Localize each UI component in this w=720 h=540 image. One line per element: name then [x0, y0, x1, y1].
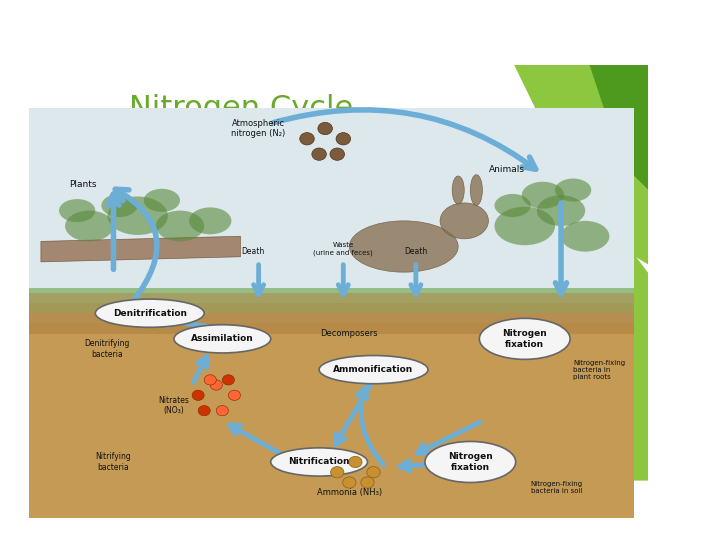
Circle shape — [222, 375, 235, 385]
Text: Decomposers: Decomposers — [320, 329, 378, 338]
Circle shape — [330, 148, 344, 160]
Ellipse shape — [95, 299, 204, 327]
Bar — [29, 293, 634, 323]
Circle shape — [204, 375, 216, 385]
Circle shape — [318, 123, 333, 134]
Ellipse shape — [425, 442, 516, 483]
Polygon shape — [623, 239, 648, 481]
Text: Ammonification: Ammonification — [333, 365, 414, 374]
Ellipse shape — [452, 176, 464, 204]
Polygon shape — [514, 65, 648, 265]
Ellipse shape — [107, 197, 168, 235]
Text: Animals: Animals — [489, 165, 525, 174]
Circle shape — [330, 467, 344, 478]
Text: Denitrifying
bacteria: Denitrifying bacteria — [85, 340, 130, 359]
Ellipse shape — [189, 207, 231, 234]
Ellipse shape — [65, 211, 114, 241]
Text: Nitrifying
bacteria: Nitrifying bacteria — [96, 453, 131, 471]
Text: Nitrogen-fixing
bacteria in soil: Nitrogen-fixing bacteria in soil — [531, 481, 583, 494]
Ellipse shape — [555, 179, 591, 201]
Ellipse shape — [480, 319, 570, 360]
Text: Waste
(urine and feces): Waste (urine and feces) — [313, 242, 373, 256]
Ellipse shape — [495, 207, 555, 245]
Circle shape — [361, 477, 374, 488]
Ellipse shape — [59, 199, 95, 222]
Circle shape — [228, 390, 240, 401]
Text: Nitrogen Cycle: Nitrogen Cycle — [129, 94, 354, 123]
Text: Nitrogen-fixing
bacteria in
plant roots: Nitrogen-fixing bacteria in plant roots — [573, 360, 625, 380]
Circle shape — [210, 380, 222, 390]
Bar — [29, 287, 634, 313]
Circle shape — [216, 406, 228, 416]
Circle shape — [348, 456, 362, 468]
Ellipse shape — [156, 211, 204, 241]
Ellipse shape — [349, 221, 458, 272]
Ellipse shape — [174, 325, 271, 353]
Polygon shape — [41, 237, 240, 262]
Text: Nitrogen
fixation: Nitrogen fixation — [448, 453, 492, 471]
Circle shape — [192, 390, 204, 401]
Text: Assimilation: Assimilation — [191, 334, 253, 343]
Ellipse shape — [495, 194, 531, 217]
Circle shape — [343, 477, 356, 488]
Bar — [29, 293, 634, 334]
Ellipse shape — [522, 182, 564, 208]
Bar — [29, 303, 634, 518]
Text: Atmospheric
nitrogen (N₂): Atmospheric nitrogen (N₂) — [232, 119, 286, 138]
Text: Nitrification: Nitrification — [288, 457, 350, 467]
Circle shape — [198, 406, 210, 416]
Bar — [29, 108, 634, 323]
Text: Nitrates
(NO₃): Nitrates (NO₃) — [158, 396, 189, 415]
Text: Ammonia (NH₃): Ammonia (NH₃) — [317, 488, 382, 497]
Ellipse shape — [271, 448, 367, 476]
Circle shape — [312, 148, 326, 160]
Text: Plants: Plants — [70, 180, 97, 190]
Ellipse shape — [319, 355, 428, 384]
Text: Death: Death — [241, 247, 264, 256]
Ellipse shape — [102, 194, 138, 217]
Text: Nitrogen
fixation: Nitrogen fixation — [503, 329, 547, 348]
Circle shape — [367, 467, 380, 478]
Text: Death: Death — [404, 247, 428, 256]
Ellipse shape — [470, 175, 482, 206]
Text: Denitrification: Denitrification — [113, 309, 186, 318]
Ellipse shape — [561, 221, 609, 252]
Ellipse shape — [440, 203, 488, 239]
Ellipse shape — [537, 195, 585, 226]
Polygon shape — [590, 65, 648, 190]
Ellipse shape — [144, 189, 180, 212]
Circle shape — [300, 133, 314, 145]
Circle shape — [336, 133, 351, 145]
